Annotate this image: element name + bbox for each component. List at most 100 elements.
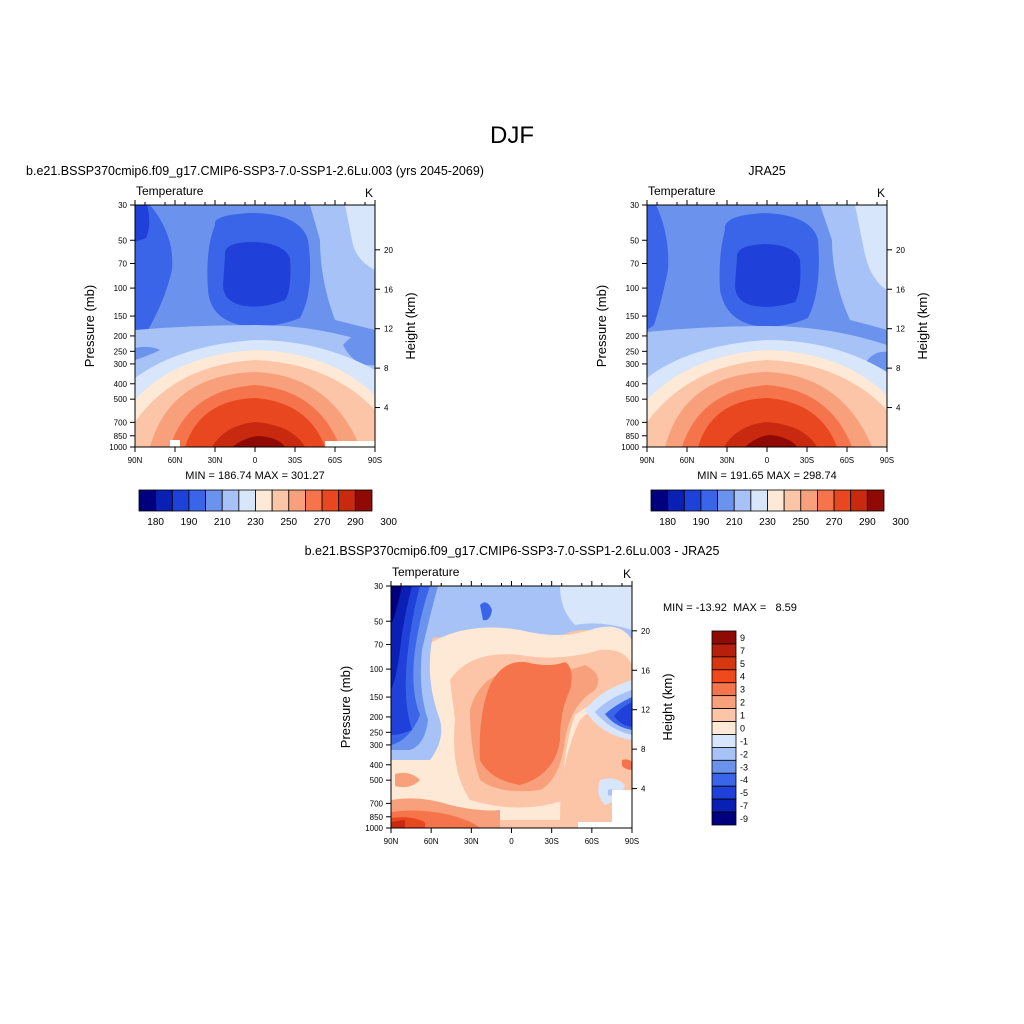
y-tick-label: 850 (370, 813, 384, 822)
x-tick-label: 90S (368, 456, 382, 465)
height-tick-label: 4 (384, 404, 389, 413)
y-tick-label: 400 (626, 380, 640, 389)
colorbar-box (221, 489, 240, 512)
y-tick-label: 1000 (109, 443, 127, 452)
height-tick-label: 16 (641, 666, 650, 675)
height-tick-label: 20 (384, 246, 393, 255)
y-tick-label: 150 (114, 312, 128, 321)
y-tick-label: 1000 (365, 824, 383, 833)
y-tick-label: 50 (630, 236, 639, 245)
colorbar-box (783, 489, 802, 512)
colorbar-box (711, 811, 737, 826)
colorbar-label: 190 (181, 517, 198, 528)
y-tick-label: 1000 (621, 443, 639, 452)
x-tick-label: 30N (464, 837, 479, 846)
y-tick-label: 100 (370, 665, 384, 674)
ylabel: Pressure (mb) (594, 285, 609, 367)
x-tick-label: 90N (640, 456, 655, 465)
colorbar-label: 4 (740, 672, 745, 682)
x-tick-label: 90S (880, 456, 894, 465)
colorbar-label: 210 (726, 517, 743, 528)
y-tick-label: 50 (118, 236, 127, 245)
x-tick-label: 30S (545, 837, 559, 846)
x-tick-label: 30S (800, 456, 814, 465)
colorbar-box (188, 489, 206, 512)
colorbar-label: -1 (740, 736, 748, 746)
x-tick-label: 30S (288, 456, 302, 465)
y-tick-label: 700 (626, 418, 640, 427)
min-max-label: MIN = 186.74 MAX = 301.27 (185, 470, 324, 482)
height-tick-label: 20 (641, 627, 650, 636)
height-tick-label: 12 (896, 325, 905, 334)
colorbar-box (238, 489, 256, 512)
colorbar-box (800, 489, 818, 512)
colorbar-label: 290 (347, 517, 364, 528)
colorbar-box (711, 772, 737, 787)
contour-field (647, 205, 887, 447)
y-tick-label: 30 (630, 201, 639, 210)
x-tick-label: 60S (328, 456, 342, 465)
colorbar-box (733, 489, 752, 512)
colorbar-label: 230 (247, 517, 264, 528)
colorbar-box (338, 489, 356, 512)
colorbar-box (711, 656, 737, 671)
colorbar-label: 300 (380, 517, 397, 528)
colorbar-box (321, 489, 340, 512)
x-tick-label: 90N (384, 837, 399, 846)
colorbar-label: -3 (740, 762, 748, 772)
colorbar-label: 250 (280, 517, 297, 528)
y-tick-label: 200 (370, 713, 384, 722)
colorbar-box (866, 489, 885, 512)
figure-title: DJF (490, 122, 534, 149)
colorbar-label: 230 (759, 517, 776, 528)
colorbar-box (711, 734, 737, 748)
y-tick-label: 150 (370, 693, 384, 702)
y-tick-label: 500 (114, 395, 128, 404)
colorbar-box (711, 669, 737, 684)
colorbar-box (255, 489, 273, 512)
y-tick-label: 150 (626, 312, 640, 321)
y-tick-label: 30 (118, 201, 127, 210)
y-tick-label: 700 (370, 799, 384, 808)
units-label: K (365, 186, 373, 200)
colorbar-box (305, 489, 323, 512)
x-tick-label: 60S (840, 456, 854, 465)
colorbar-box (767, 489, 785, 512)
colorbar-label: 3 (740, 685, 745, 695)
colorbar-label: 0 (740, 723, 745, 733)
x-tick-label: 90N (128, 456, 143, 465)
colorbar-label: 300 (892, 517, 909, 528)
colorbar-box (711, 630, 737, 645)
colorbar-label: -5 (740, 788, 748, 798)
x-tick-label: 60N (168, 456, 183, 465)
height-tick-label: 12 (384, 325, 393, 334)
y-tick-label: 300 (370, 741, 384, 750)
colorbar-label: 270 (826, 517, 843, 528)
colorbar-box (850, 489, 868, 512)
colorbar-label: 5 (740, 659, 745, 669)
height-tick-label: 8 (641, 745, 646, 754)
y-tick-label: 30 (374, 582, 383, 591)
y-tick-label: 70 (118, 259, 127, 268)
colorbar-label: 190 (693, 517, 710, 528)
y-tick-label: 400 (114, 380, 128, 389)
colorbar-label: 180 (147, 517, 164, 528)
panel-title: JRA25 (748, 164, 786, 178)
y-tick-label: 100 (626, 284, 640, 293)
height-tick-label: 20 (896, 246, 905, 255)
y-tick-label: 300 (626, 360, 640, 369)
colorbar-box (711, 747, 737, 761)
height-tick-label: 8 (384, 364, 389, 373)
colorbar-box (711, 708, 737, 722)
colorbar-box (354, 489, 373, 512)
ylabel: Pressure (mb) (338, 666, 353, 748)
height-tick-label: 12 (641, 706, 650, 715)
colorbar-label: 290 (859, 517, 876, 528)
height-tick-label: 4 (896, 404, 901, 413)
x-tick-label: 90S (625, 837, 639, 846)
y-tick-label: 200 (114, 332, 128, 341)
units-label: K (623, 567, 631, 581)
colorbar-label: 9 (740, 633, 745, 643)
panel-difference: b.e21.BSSP370cmip6.f09_g17.CMIP6-SSP3-7.… (305, 544, 797, 846)
